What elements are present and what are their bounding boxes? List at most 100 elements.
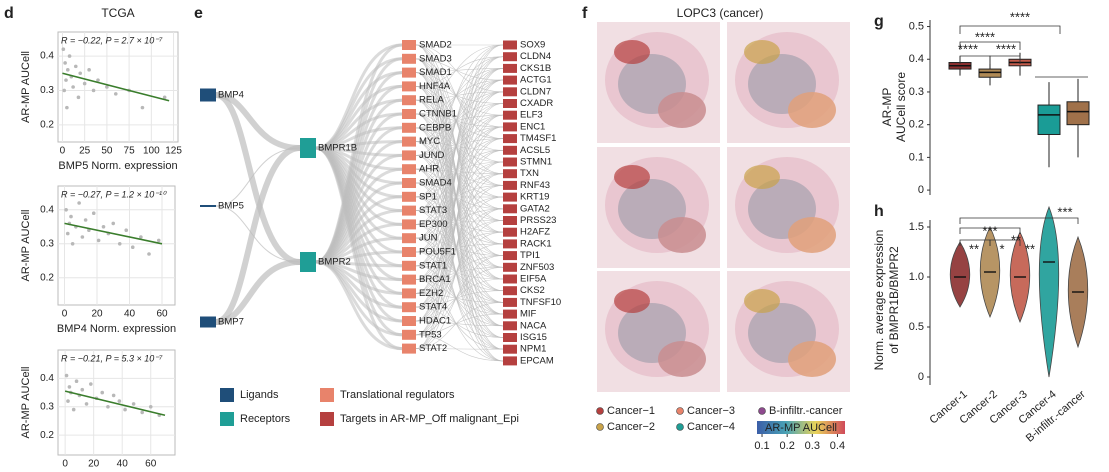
plot-area bbox=[57, 185, 176, 306]
link bbox=[415, 173, 504, 225]
link bbox=[415, 224, 504, 315]
x-axis-label: BMP5 Norm. expression bbox=[58, 160, 177, 172]
link bbox=[415, 138, 504, 211]
legend-dot bbox=[758, 407, 766, 415]
sankey-node bbox=[503, 344, 517, 354]
link bbox=[415, 168, 504, 268]
link bbox=[415, 103, 504, 198]
link bbox=[415, 114, 504, 129]
sankey-node bbox=[402, 95, 416, 106]
node-label: ELF3 bbox=[520, 110, 543, 121]
link bbox=[215, 259, 301, 325]
node-label: H2AFZ bbox=[520, 227, 550, 238]
link bbox=[415, 114, 504, 239]
scatter-point bbox=[117, 399, 122, 403]
scatter-point bbox=[84, 402, 89, 406]
y-axis-label: AUCell score bbox=[894, 72, 908, 142]
link bbox=[415, 150, 504, 198]
node-label: POU5F1 bbox=[419, 247, 456, 258]
node-label: STAT2 bbox=[419, 343, 447, 354]
node-label: BMP5 bbox=[218, 201, 244, 212]
x-tick-label: 0 bbox=[60, 146, 66, 157]
link bbox=[415, 237, 504, 256]
violin bbox=[949, 241, 971, 308]
link bbox=[415, 320, 504, 327]
link bbox=[415, 79, 504, 170]
link bbox=[415, 243, 504, 253]
node-label: NPM1 bbox=[520, 344, 546, 355]
scatter-point bbox=[67, 385, 72, 389]
scatter-point bbox=[64, 373, 69, 378]
link bbox=[415, 173, 504, 280]
scatter-point bbox=[117, 242, 122, 246]
x-tick-label: 40 bbox=[124, 309, 136, 320]
sig-bracket bbox=[959, 25, 1061, 34]
link bbox=[415, 91, 504, 101]
link bbox=[415, 68, 504, 73]
panel-label: h bbox=[874, 203, 884, 220]
legend-label: Cancer−2 bbox=[607, 421, 655, 433]
node-label: EZH2 bbox=[419, 288, 443, 299]
y-tick-label: 0.5 bbox=[909, 321, 924, 333]
link bbox=[415, 91, 504, 156]
link bbox=[415, 185, 504, 211]
node-label: ENC1 bbox=[520, 121, 545, 132]
fit-line bbox=[62, 72, 170, 102]
link bbox=[415, 231, 504, 267]
sankey-node bbox=[402, 233, 416, 244]
sig-bracket bbox=[959, 227, 1021, 234]
sankey-node bbox=[402, 150, 416, 161]
link bbox=[415, 72, 504, 163]
link bbox=[415, 231, 504, 322]
link bbox=[415, 86, 504, 245]
scatter-point bbox=[123, 407, 127, 412]
node-label: AHR bbox=[419, 164, 439, 175]
scatter-point bbox=[130, 245, 135, 249]
sankey-node bbox=[402, 247, 416, 257]
link bbox=[415, 168, 504, 221]
node-label: SP1 bbox=[419, 191, 437, 202]
sankey-node bbox=[503, 356, 517, 366]
link bbox=[415, 86, 504, 198]
sankey-node bbox=[200, 88, 216, 102]
link bbox=[415, 302, 504, 349]
scatter-point bbox=[77, 201, 81, 205]
link bbox=[415, 86, 504, 151]
scatter-point bbox=[64, 208, 68, 212]
link bbox=[415, 161, 504, 349]
scatter-point bbox=[91, 88, 96, 93]
link bbox=[415, 44, 504, 322]
node-label: HNF4A bbox=[419, 81, 451, 92]
legend-swatch bbox=[320, 388, 334, 402]
scatter-point bbox=[162, 95, 167, 100]
panel-label: f bbox=[582, 5, 588, 22]
legend-label: Cancer−3 bbox=[687, 405, 735, 417]
scatter-point bbox=[148, 404, 153, 409]
link bbox=[415, 196, 504, 291]
scatter-point bbox=[65, 105, 69, 110]
sankey-node bbox=[503, 134, 517, 144]
link bbox=[215, 92, 301, 265]
node-label: SMAD4 bbox=[419, 178, 452, 189]
sig-label: ** bbox=[969, 241, 979, 256]
sankey-node bbox=[300, 138, 316, 158]
panel-label: e bbox=[194, 5, 203, 22]
y-tick-label: 1.5 bbox=[909, 221, 924, 233]
link bbox=[415, 58, 504, 81]
scatter-point bbox=[73, 64, 78, 69]
link bbox=[415, 161, 504, 184]
link bbox=[415, 279, 504, 315]
fit-line bbox=[64, 222, 163, 245]
scatter-point bbox=[83, 218, 88, 222]
sig-label: *** bbox=[1057, 204, 1072, 219]
link bbox=[415, 68, 504, 184]
link bbox=[415, 265, 504, 280]
sankey-node bbox=[503, 157, 517, 167]
node-label: RACK1 bbox=[520, 238, 552, 249]
x-tick-label: 25 bbox=[79, 146, 91, 157]
scatter-point bbox=[100, 390, 105, 395]
node-label: BMPR2 bbox=[318, 257, 351, 268]
node-label: SMAD3 bbox=[419, 53, 452, 64]
sankey-node bbox=[402, 329, 416, 340]
link bbox=[415, 267, 504, 280]
